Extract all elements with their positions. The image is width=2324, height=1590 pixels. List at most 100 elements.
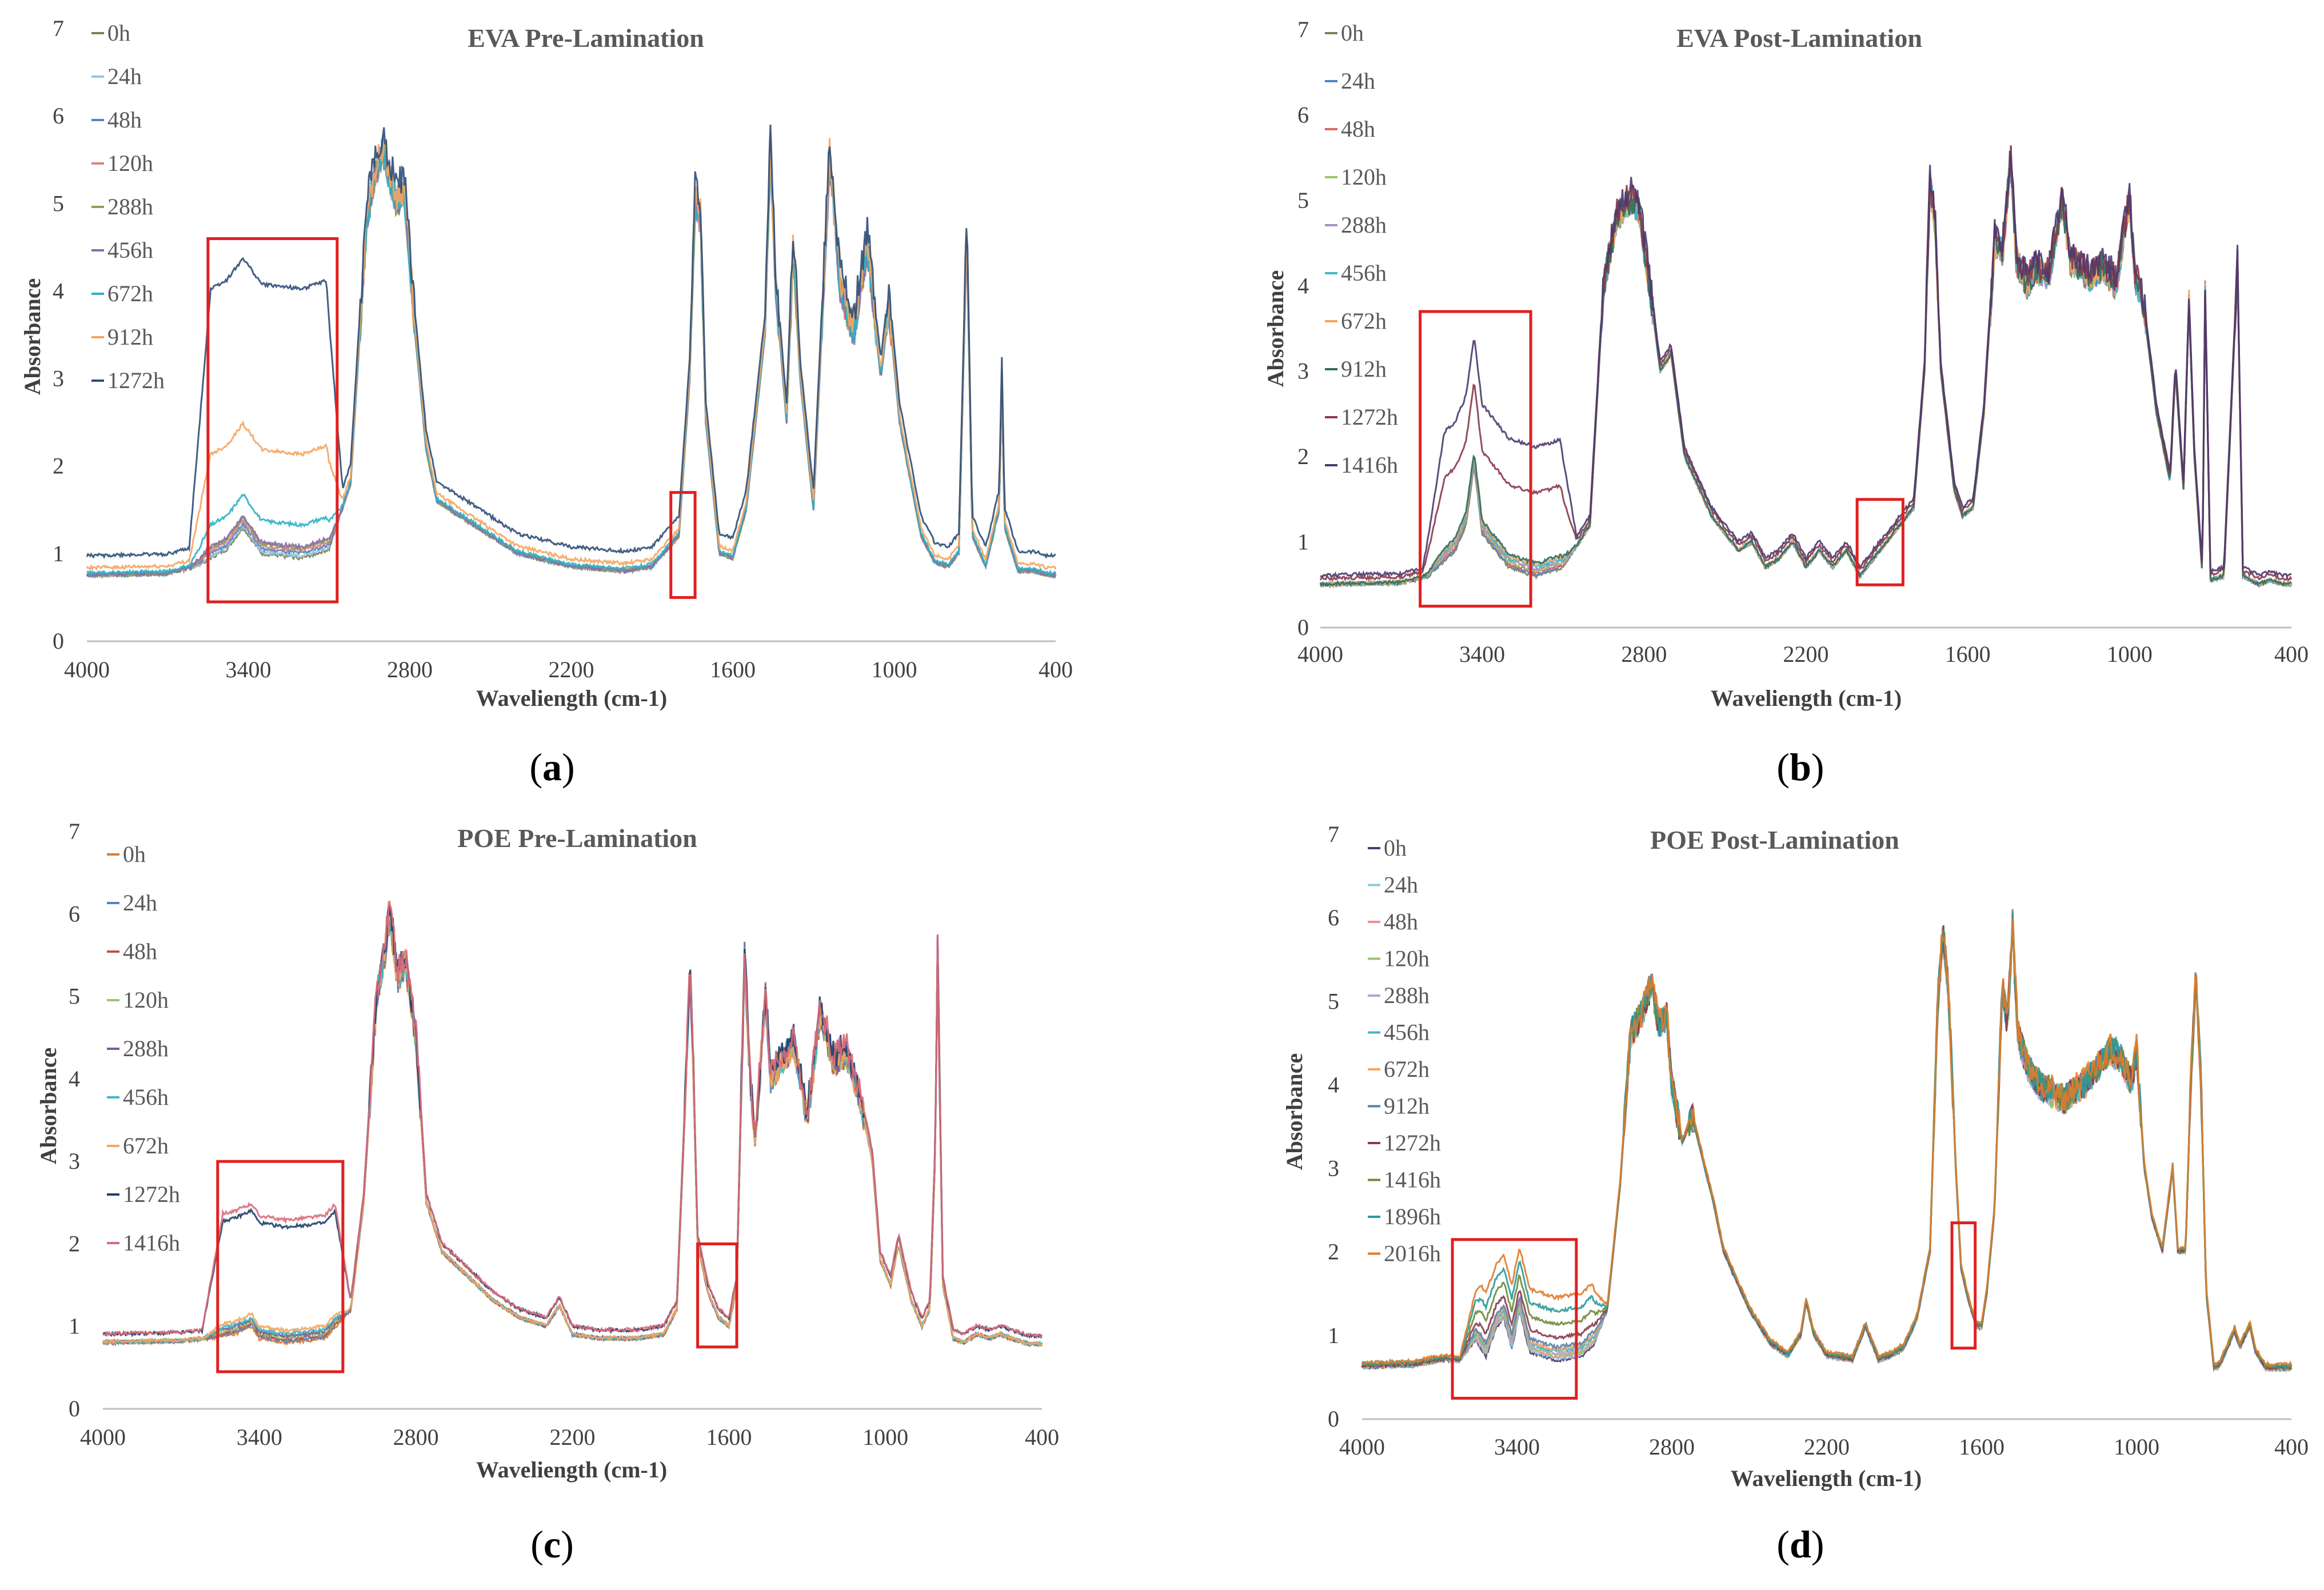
series-line-1416h	[1320, 150, 2292, 578]
y-tick-label: 7	[69, 818, 80, 844]
legend-label: 2016h	[1384, 1241, 1441, 1267]
plot-area	[102, 900, 1043, 1373]
x-tick-label: 1600	[706, 1424, 752, 1450]
legend-label: 456h	[107, 237, 153, 263]
y-tick-label: 0	[1328, 1406, 1339, 1432]
y-tick-label: 1	[1328, 1323, 1339, 1348]
chart-panel-a: EVA Pre-Lamination 0 1 2 3 4 5 6 7 4000 3400 2800…	[19, 15, 1073, 789]
y-axis-label: Absorbance	[1281, 1053, 1307, 1170]
legend-label: 456h	[1384, 1020, 1429, 1045]
x-axis-label: Waveliength (cm-1)	[1731, 1465, 1922, 1491]
series-line-912h	[1361, 928, 2293, 1372]
legend-label: 672h	[123, 1133, 169, 1158]
y-tick-label: 0	[53, 628, 64, 654]
series-line-0h	[1361, 918, 2292, 1372]
y-tick-label: 5	[1297, 187, 1309, 213]
series-line-1272h	[102, 905, 1043, 1339]
x-tick-label: 2200	[549, 657, 594, 682]
legend-label: 48h	[107, 107, 142, 133]
x-tick-label: 4000	[80, 1424, 126, 1450]
legend-label: 288h	[1384, 982, 1429, 1008]
legend-label: 120h	[1384, 946, 1429, 972]
panel-caption-b: (b)	[1776, 745, 1824, 789]
legend-label: 0h	[1341, 20, 1364, 46]
legend-label: 672h	[1341, 308, 1387, 334]
series-line-24h	[102, 910, 1043, 1347]
legend-label: 672h	[1384, 1056, 1429, 1082]
series-line-288h	[1361, 911, 2293, 1372]
legend-label: 24h	[1341, 68, 1375, 94]
series-line-456h	[102, 909, 1043, 1348]
series-line-672h	[1361, 922, 2292, 1371]
legend-label: 0h	[1384, 835, 1407, 861]
x-tick-label: 2200	[1804, 1434, 1850, 1460]
highlight-box	[1855, 498, 1904, 586]
x-tick-label: 3400	[1459, 641, 1505, 667]
y-tick-labels: 0 1 2 3 4 5 6 7	[1328, 821, 1339, 1432]
chart-panel-b: EVA Post-Lamination 0 1 2 3 4 5 6 7 4000 3400 280…	[1263, 17, 2309, 789]
legend: 0h 24h 48h 120h 288h 456h 672h 912h 1272h	[91, 20, 165, 393]
series-line-48h	[102, 904, 1043, 1347]
x-tick-label: 400	[2274, 1434, 2309, 1460]
y-tick-labels: 0 1 2 3 4 5 6 7	[69, 818, 80, 1421]
legend-label: 288h	[107, 194, 153, 219]
y-tick-labels: 0 1 2 3 4 5 6 7	[53, 15, 64, 654]
series-line-120h	[1361, 925, 2292, 1372]
legend: 0h 24h 48h 120h 288h 456h 672h 912h 1272h 1416h	[1325, 20, 1398, 478]
x-tick-label: 2800	[387, 657, 433, 682]
highlight-box	[206, 237, 339, 604]
plot-area	[1319, 145, 2293, 608]
legend-label: 912h	[1341, 356, 1387, 382]
x-tick-label: 400	[1039, 657, 1073, 682]
y-tick-label: 5	[53, 190, 64, 216]
highlight-box	[1419, 310, 1532, 608]
legend-label: 1272h	[1341, 404, 1398, 430]
x-tick-label: 3400	[237, 1424, 282, 1450]
legend-label: 288h	[1341, 212, 1387, 238]
y-tick-label: 7	[53, 15, 64, 41]
legend-label: 24h	[123, 890, 157, 916]
series-line-0h	[86, 147, 1057, 580]
legend-label: 1416h	[1384, 1167, 1441, 1193]
x-tick-label: 2200	[1783, 641, 1829, 667]
highlight-box	[216, 1160, 345, 1373]
x-tick-label: 3400	[1494, 1434, 1540, 1460]
legend-label: 1416h	[123, 1230, 180, 1256]
x-tick-labels: 4000 3400 2800 2200 1600 1000 400	[80, 1424, 1059, 1450]
chart-title: EVA Post-Lamination	[1676, 23, 1922, 53]
plot-area	[1361, 909, 2293, 1400]
series-line-288h	[102, 917, 1043, 1347]
y-axis-label: Absorbance	[19, 278, 45, 395]
x-tick-label: 2800	[1649, 1434, 1695, 1460]
y-tick-label: 4	[69, 1066, 80, 1092]
x-tick-label: 2200	[550, 1424, 596, 1450]
chart-title: POE Post-Lamination	[1650, 825, 1899, 854]
legend-label: 120h	[123, 987, 169, 1013]
series-line-456h	[1361, 917, 2292, 1372]
y-tick-label: 1	[53, 541, 64, 566]
y-axis-label: Absorbance	[1263, 270, 1288, 387]
y-tick-label: 0	[1297, 614, 1309, 640]
legend-label: 0h	[123, 841, 146, 867]
panel-caption-d: (d)	[1776, 1523, 1824, 1566]
y-tick-label: 6	[69, 901, 80, 926]
y-tick-label: 1	[69, 1313, 80, 1339]
legend-label: 672h	[107, 281, 153, 306]
series-line-24h	[86, 143, 1057, 579]
y-tick-label: 1	[1297, 529, 1309, 555]
series-line-48h	[1361, 929, 2292, 1373]
x-tick-labels: 4000 3400 2800 2200 1600 1000 400	[1297, 641, 2309, 667]
chart-panel-c: POE Pre-Lamination 0 1 2 3 4 5 6 7 4000 3400 2800…	[35, 818, 1059, 1566]
series-line-2016h	[1361, 918, 2293, 1368]
y-tick-label: 4	[53, 278, 64, 303]
highlight-box	[1451, 1238, 1578, 1400]
x-axis-label: Waveliength (cm-1)	[476, 1457, 667, 1483]
series-line-912h	[86, 134, 1057, 572]
legend-label: 1272h	[1384, 1130, 1441, 1156]
y-tick-label: 0	[69, 1396, 80, 1421]
x-axis-label: Waveliength (cm-1)	[1711, 685, 1902, 711]
legend-label: 24h	[1384, 872, 1418, 898]
legend-label: 1416h	[1341, 452, 1398, 478]
x-tick-label: 1000	[2107, 641, 2153, 667]
